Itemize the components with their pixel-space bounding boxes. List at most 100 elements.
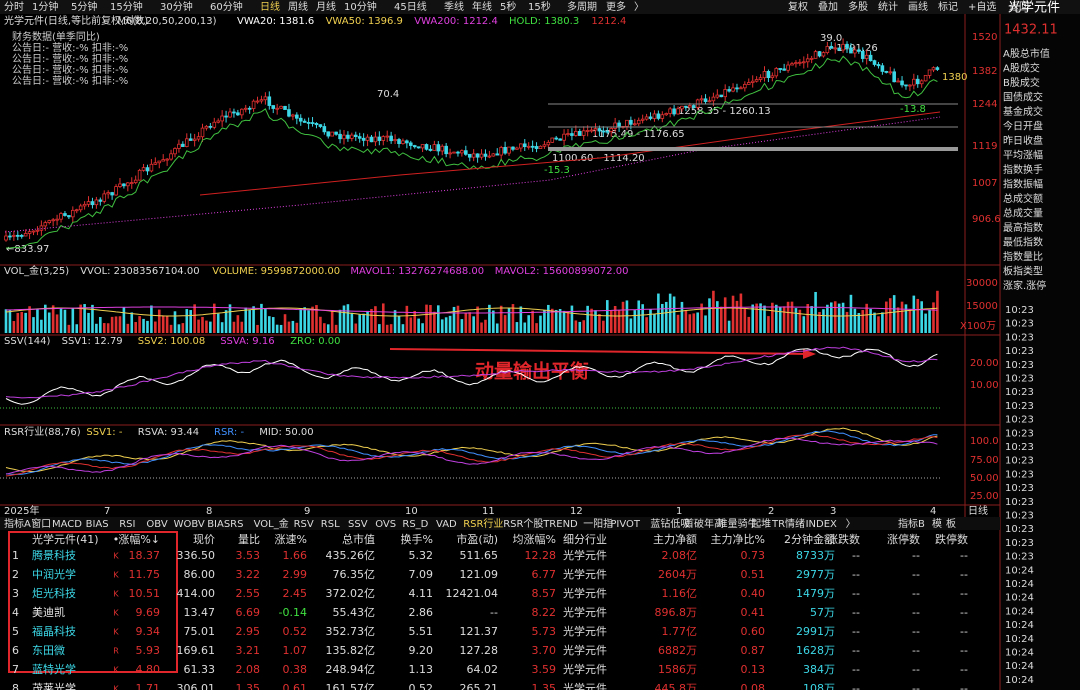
- label: VWA50: 1396.9: [326, 16, 403, 27]
- indicator-tab[interactable]: WOBV: [174, 519, 205, 530]
- action-button[interactable]: 多股: [848, 0, 868, 13]
- period-button[interactable]: 分时: [4, 1, 24, 13]
- period-button[interactable]: 月线: [316, 0, 336, 13]
- period-button[interactable]: 5分钟: [71, 0, 97, 13]
- period-button[interactable]: 年线: [472, 0, 492, 13]
- label[interactable]: 指标B: [898, 517, 925, 530]
- indicator-tab[interactable]: RSR个股: [503, 518, 543, 530]
- indicator-tab[interactable]: 〉: [846, 518, 856, 530]
- period-button[interactable]: 周线: [288, 0, 308, 13]
- indicator-tab[interactable]: RS_D: [402, 519, 428, 530]
- indicator-tab[interactable]: RSR行业: [463, 517, 503, 530]
- period-button[interactable]: 10分钟: [344, 0, 377, 13]
- indicator-tab[interactable]: RSL: [321, 519, 340, 530]
- period-button[interactable]: 〉: [634, 1, 644, 13]
- volume-bar: [36, 308, 39, 333]
- label[interactable]: 板: [946, 517, 956, 530]
- action-button[interactable]: 叠加: [818, 1, 838, 13]
- candle: [522, 143, 527, 148]
- indicator-tab[interactable]: OBV: [146, 519, 167, 530]
- volume-bar: [609, 310, 613, 333]
- candle: [342, 134, 346, 140]
- volume-bar: [4, 309, 8, 333]
- table-cell: 1.35: [532, 682, 557, 690]
- label: 25.00: [970, 491, 999, 502]
- label[interactable]: 模: [932, 518, 942, 530]
- volume-bar: [507, 307, 511, 333]
- indicator-tab[interactable]: 窗口: [31, 517, 51, 530]
- indicator-tab[interactable]: RSV: [294, 519, 314, 530]
- candle: [177, 143, 181, 149]
- indicator-tab[interactable]: 蓝钻低吸: [650, 517, 690, 530]
- period-button[interactable]: 15秒: [528, 0, 551, 13]
- candle: [526, 145, 531, 148]
- indicator-tab[interactable]: TREND: [542, 519, 578, 530]
- candle: [405, 140, 409, 144]
- indicator-tab[interactable]: SSV: [348, 519, 368, 530]
- candle: [511, 146, 515, 150]
- period-button[interactable]: 5秒: [500, 0, 516, 13]
- volume-bar: [637, 300, 641, 333]
- period-button[interactable]: 45日线: [394, 0, 427, 13]
- indicator-tab[interactable]: 指标A: [4, 517, 31, 530]
- action-button[interactable]: +自选: [968, 0, 996, 13]
- table-cell: 光学元件: [563, 605, 607, 619]
- period-button[interactable]: 15分钟: [110, 0, 143, 13]
- volume-bar: [201, 316, 204, 333]
- table-cell: K: [113, 590, 119, 599]
- volume-bar: [83, 304, 86, 333]
- action-button[interactable]: 画线: [908, 0, 928, 13]
- indicator-tab[interactable]: VAD: [436, 519, 457, 530]
- indicator-tab[interactable]: 一阳指: [583, 517, 613, 530]
- period-button[interactable]: 更多: [606, 0, 626, 13]
- candle: [864, 54, 869, 59]
- action-button[interactable]: 统计: [878, 0, 898, 13]
- action-button[interactable]: 标记: [938, 1, 958, 13]
- volume-bar: [605, 300, 609, 333]
- indicator-tab[interactable]: 首破年高: [684, 517, 724, 530]
- candle: [59, 213, 63, 220]
- candle: [326, 131, 331, 137]
- table-header: 主力净比%: [711, 532, 765, 546]
- indicator-tab[interactable]: OVS: [375, 519, 396, 530]
- indicator-tab[interactable]: TR情绪: [771, 517, 805, 530]
- period-button[interactable]: 60分钟: [210, 0, 243, 13]
- volume-bar: [244, 307, 248, 333]
- label: 9: [304, 506, 310, 517]
- label: 10:23: [1005, 332, 1034, 343]
- indicator-tab[interactable]: INDEX: [806, 519, 837, 530]
- action-button[interactable]: 返回: [1009, 1, 1029, 13]
- indicator-tab[interactable]: 起堆: [751, 518, 771, 530]
- volume-bar: [515, 322, 519, 333]
- period-button[interactable]: 30分钟: [160, 0, 193, 13]
- period-button[interactable]: 1分钟: [32, 0, 58, 13]
- indicator-tab[interactable]: 堆量骑牛: [718, 517, 758, 530]
- volume-bar: [51, 305, 55, 333]
- period-button[interactable]: 日线: [260, 0, 280, 13]
- indicator-tab[interactable]: PIVOT: [610, 519, 641, 530]
- indicator-tab[interactable]: BIAS: [86, 519, 109, 530]
- candle: [412, 145, 417, 148]
- candle: [636, 119, 641, 125]
- volume-bar: [71, 308, 75, 333]
- candle: [609, 127, 614, 132]
- action-button[interactable]: 复权: [788, 0, 808, 13]
- indicator-tab[interactable]: MACD: [52, 519, 82, 530]
- period-button[interactable]: 季线: [444, 0, 464, 13]
- candle: [574, 131, 578, 136]
- indicator-tab[interactable]: RSI: [119, 519, 135, 530]
- volume-bar: [570, 305, 574, 333]
- volume-bar: [315, 305, 318, 333]
- label: 10:23: [1005, 442, 1034, 453]
- table-cell: 1.71: [136, 682, 161, 690]
- ssva: [5, 346, 938, 399]
- table-cell: 5.51: [409, 625, 434, 638]
- label: 10:24: [1005, 606, 1034, 617]
- indicator-tab[interactable]: VOL_金: [254, 517, 289, 530]
- period-button[interactable]: 多周期: [567, 0, 597, 13]
- volume-bar: [468, 312, 472, 333]
- label: A股总市值: [1003, 47, 1050, 60]
- volume-bar: [786, 301, 790, 333]
- indicator-tab[interactable]: BIASRS: [207, 519, 243, 530]
- volume-bar: [350, 312, 354, 333]
